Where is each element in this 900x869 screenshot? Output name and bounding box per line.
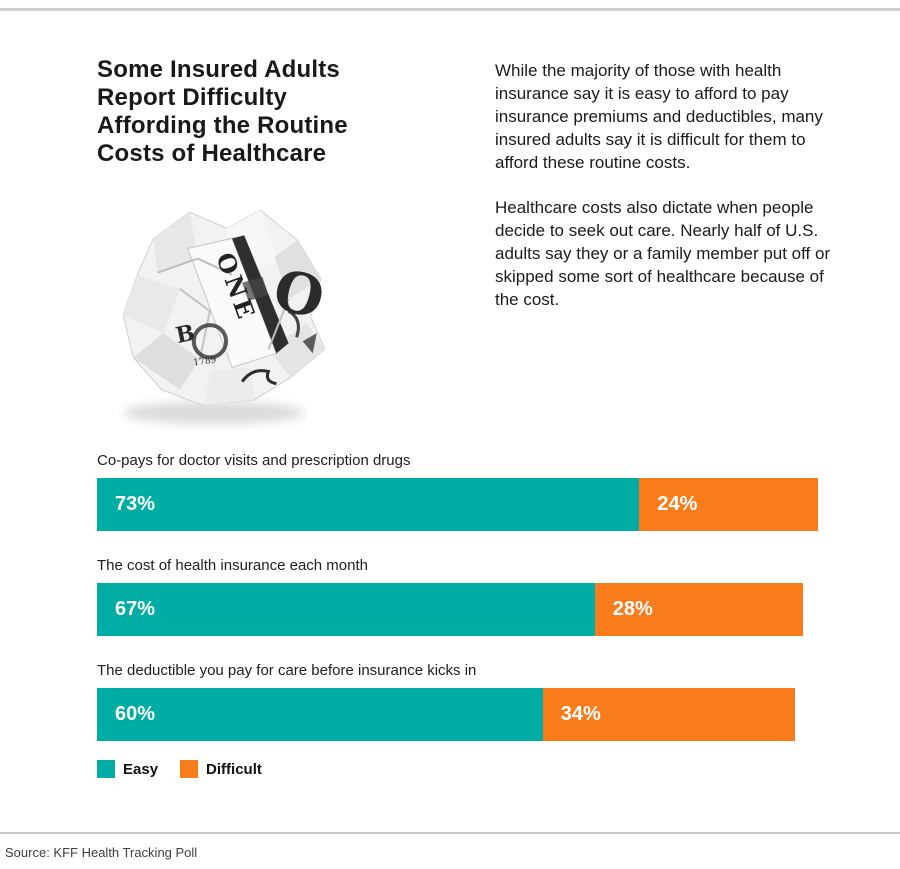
crumpled-dollar-svg: ONE O B 1789 [122, 209, 331, 424]
bar-segment-easy: 67% [97, 583, 595, 636]
bar-row: 73% 24% [97, 478, 840, 531]
bar-chart: Co-pays for doctor visits and prescripti… [97, 451, 840, 766]
legend-item-difficult: Difficult [180, 760, 262, 778]
intro-paragraph-2: Healthcare costs also dictate when peopl… [495, 198, 831, 309]
bar-segment-difficult: 28% [594, 583, 803, 636]
bar-group: Co-pays for doctor visits and prescripti… [97, 451, 840, 531]
bar-category-label: The cost of health insurance each month [97, 557, 368, 574]
bar-value-label: 73% [115, 493, 156, 515]
bar-segment-difficult: 24% [639, 478, 818, 531]
bar-row: 60% 34% [97, 688, 840, 741]
difficult-label: Difficult [206, 760, 262, 778]
intro-paragraph-1: While the majority of those with health … [495, 61, 823, 172]
bar-category-label: The deductible you pay for care before i… [97, 662, 477, 679]
difficult-swatch [180, 760, 199, 778]
bar-category-label: Co-pays for doctor visits and prescripti… [97, 452, 411, 469]
bar-value-label: 28% [612, 598, 653, 620]
legend-item-easy: Easy [97, 760, 158, 778]
bar-value-label: 24% [657, 493, 698, 515]
legend: Easy Difficult [97, 760, 262, 778]
easy-swatch [97, 760, 115, 778]
bar-row: 67% 28% [97, 583, 840, 636]
dollar-b-text: B [173, 320, 197, 349]
bar-segment-easy: 73% [97, 478, 640, 531]
bar-value-label: 60% [115, 703, 156, 725]
bar-value-label: 34% [560, 703, 601, 725]
easy-label: Easy [123, 760, 159, 778]
bar-group: The deductible you pay for care before i… [97, 661, 840, 741]
crumpled-dollar-image: ONE O B 1789 [90, 190, 350, 432]
page-title: Some Insured Adults Report Difficulty Af… [97, 56, 348, 167]
bar-segment-easy: 60% [97, 688, 543, 741]
dollar-1789-text: 1789 [193, 355, 217, 368]
top-divider [0, 8, 900, 11]
bar-segment-difficult: 34% [542, 688, 796, 741]
intro-text: While the majority of those with health … [495, 59, 835, 311]
bottom-divider [0, 832, 900, 834]
source-note: Source: KFF Health Tracking Poll [5, 845, 198, 860]
bar-group: The cost of health insurance each month 6… [97, 556, 840, 636]
bar-value-label: 67% [115, 598, 156, 620]
